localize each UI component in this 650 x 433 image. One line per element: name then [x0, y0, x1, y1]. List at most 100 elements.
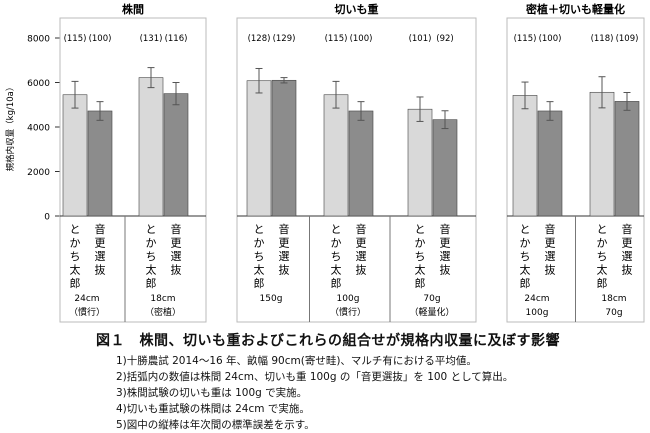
cultivar-label: か: [520, 237, 531, 250]
cultivar-label: 更: [279, 237, 290, 250]
panel-frame: [236, 17, 477, 323]
data-label: (100): [539, 34, 562, 44]
cultivar-label: 太: [520, 264, 531, 277]
bar: [407, 108, 433, 217]
group-sublabel: （慣行）: [69, 306, 105, 318]
bar: [614, 101, 640, 217]
cultivar-label: と: [415, 223, 426, 236]
cultivar-label: 音: [545, 222, 556, 236]
cultivar-label: 太: [415, 264, 426, 277]
group-sublabel: 100g: [526, 308, 549, 318]
bar: [138, 77, 164, 217]
cultivar-label: 抜: [171, 263, 182, 277]
cultivar-label: と: [597, 223, 608, 236]
bar: [246, 80, 272, 217]
cultivar-label: か: [146, 237, 157, 250]
data-label: (116): [165, 34, 188, 44]
cultivar-label: か: [70, 237, 81, 250]
y-tick-label: 6000: [27, 79, 50, 89]
cultivar-label: 太: [331, 264, 342, 277]
cultivar-label: と: [146, 223, 157, 236]
group-label: 24cm: [74, 294, 99, 304]
cultivar-label: 音: [356, 222, 367, 236]
cultivar-label: 太: [146, 264, 157, 277]
group-label: 70g: [423, 294, 440, 304]
cultivar-label: 抜: [622, 263, 633, 277]
data-label: (100): [350, 34, 373, 44]
cultivar-label: 抜: [356, 263, 367, 277]
cultivar-label: と: [70, 223, 81, 236]
cultivar-label: と: [254, 223, 265, 236]
y-tick-label: 0: [44, 213, 50, 223]
panel-title: 株間: [122, 2, 144, 16]
group-sublabel: （慣行）: [330, 306, 366, 318]
bar: [62, 94, 88, 217]
cultivar-label: 音: [95, 222, 106, 236]
data-label: (115): [64, 34, 87, 44]
data-label: (131): [140, 34, 163, 44]
cultivar-label: 音: [440, 222, 451, 236]
cultivar-label: 郎: [415, 276, 426, 290]
cultivar-label: 郎: [254, 276, 265, 290]
panel-frame: [59, 17, 207, 323]
y-tick-label: 8000: [27, 35, 50, 45]
cultivar-label: 郎: [331, 276, 342, 290]
bar: [163, 93, 189, 217]
group-label: 18cm: [601, 294, 626, 304]
y-axis-title: 規格内収量（kg/10a）: [5, 83, 16, 172]
group-sublabel: （密植）: [145, 306, 181, 318]
cultivar-label: 更: [95, 237, 106, 250]
cultivar-label: 更: [622, 237, 633, 250]
cultivar-label: 音: [279, 222, 290, 236]
data-label: (129): [273, 34, 296, 44]
cultivar-label: か: [597, 237, 608, 250]
cultivar-label: ち: [331, 250, 342, 263]
cultivar-label: 選: [545, 250, 556, 263]
bar: [87, 110, 113, 217]
data-label: (100): [89, 34, 112, 44]
cultivar-label: 選: [622, 250, 633, 263]
caption-note: 5)図中の縦棒は年次間の標準誤差を示す。: [116, 419, 315, 431]
cultivar-label: と: [331, 223, 342, 236]
bar: [432, 119, 458, 217]
data-label: (115): [514, 34, 537, 44]
cultivar-label: か: [331, 237, 342, 250]
y-tick-label: 4000: [27, 124, 50, 134]
data-label: (92): [436, 34, 453, 44]
group-sublabel: （軽量化）: [409, 306, 454, 318]
group-label: 100g: [337, 294, 360, 304]
cultivar-label: 太: [70, 264, 81, 277]
figure-caption: 図１ 株間、切いも重およびこれらの組合せが規格内収量に及ぼす影響 1)十勝農試 …: [96, 330, 646, 433]
group-label: 24cm: [524, 294, 549, 304]
caption-note: 4)切いも重試験の株間は 24cm で実施。: [116, 403, 310, 415]
cultivar-label: 抜: [95, 263, 106, 277]
cultivar-label: か: [415, 237, 426, 250]
caption-note: 1)十勝農試 2014～16 年、畝幅 90cm(寄せ畦)、マルチ有における平均…: [116, 355, 477, 367]
cultivar-label: 抜: [545, 263, 556, 277]
bar-chart: 規格内収量（kg/10a） 0 2000 4000 6000 8000 株間 (115) とかち…: [5, 2, 645, 323]
data-label: (101): [409, 34, 432, 44]
cultivar-label: 選: [440, 250, 451, 263]
cultivar-label: 選: [95, 250, 106, 263]
cultivar-label: 更: [171, 237, 182, 250]
group-sublabel: 70g: [605, 308, 622, 318]
cultivar-label: と: [520, 223, 531, 236]
cultivar-label: 音: [622, 222, 633, 236]
cultivar-label: 選: [356, 250, 367, 263]
cultivar-label: ち: [520, 250, 531, 263]
y-tick-label: 2000: [27, 168, 50, 178]
cultivar-label: ち: [415, 250, 426, 263]
cultivar-label: ち: [146, 250, 157, 263]
data-label: (118): [591, 34, 614, 44]
cultivar-label: 選: [171, 250, 182, 263]
bar: [537, 110, 563, 217]
data-label: (109): [616, 34, 639, 44]
panel-title: 密植＋切いも軽量化: [526, 2, 625, 16]
bar: [589, 91, 615, 217]
group-label: 150g: [260, 294, 283, 304]
caption-note: 3)株間試験の切いも重は 100g で実施。: [116, 387, 308, 399]
cultivar-label: 音: [171, 222, 182, 236]
cultivar-label: 郎: [597, 276, 608, 290]
caption-note: 2)括弧内の数値は株間 24cm、切いも重 100g の「音更選抜」を 100 …: [116, 371, 514, 383]
